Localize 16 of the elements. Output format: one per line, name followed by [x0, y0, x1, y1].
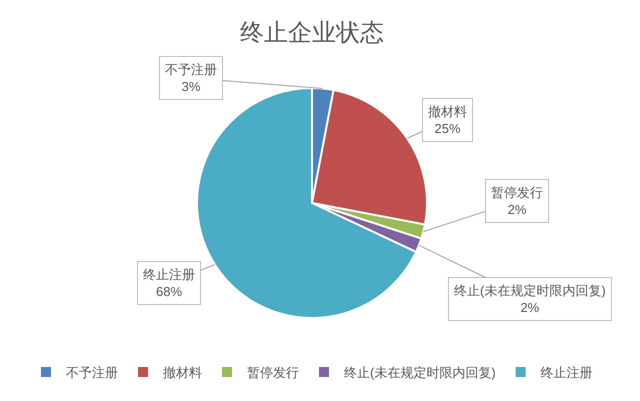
slice-label: 不予注册	[165, 62, 217, 77]
slice-label: 终止(未在规定时限内回复)	[454, 283, 606, 298]
data-label: 3%	[182, 78, 201, 94]
data-label: 2%	[508, 202, 527, 217]
slice-label: 撤材料	[428, 104, 467, 119]
slice-label: 暂停发行	[491, 185, 543, 200]
legend-label: 不予注册	[66, 365, 118, 380]
data-label: 68%	[156, 284, 182, 299]
data-label: 2%	[520, 300, 540, 315]
slice-label: 终止注册	[143, 267, 195, 282]
legend-label: 撤材料	[163, 365, 202, 380]
legend-label: 终止注册	[540, 365, 593, 380]
legend-label: 暂停发行	[247, 365, 299, 380]
legend-label: 终止(未在规定时限内回复)	[344, 365, 496, 380]
chart-title: 终止企业状态	[240, 19, 384, 46]
data-label: 25%	[434, 120, 461, 136]
